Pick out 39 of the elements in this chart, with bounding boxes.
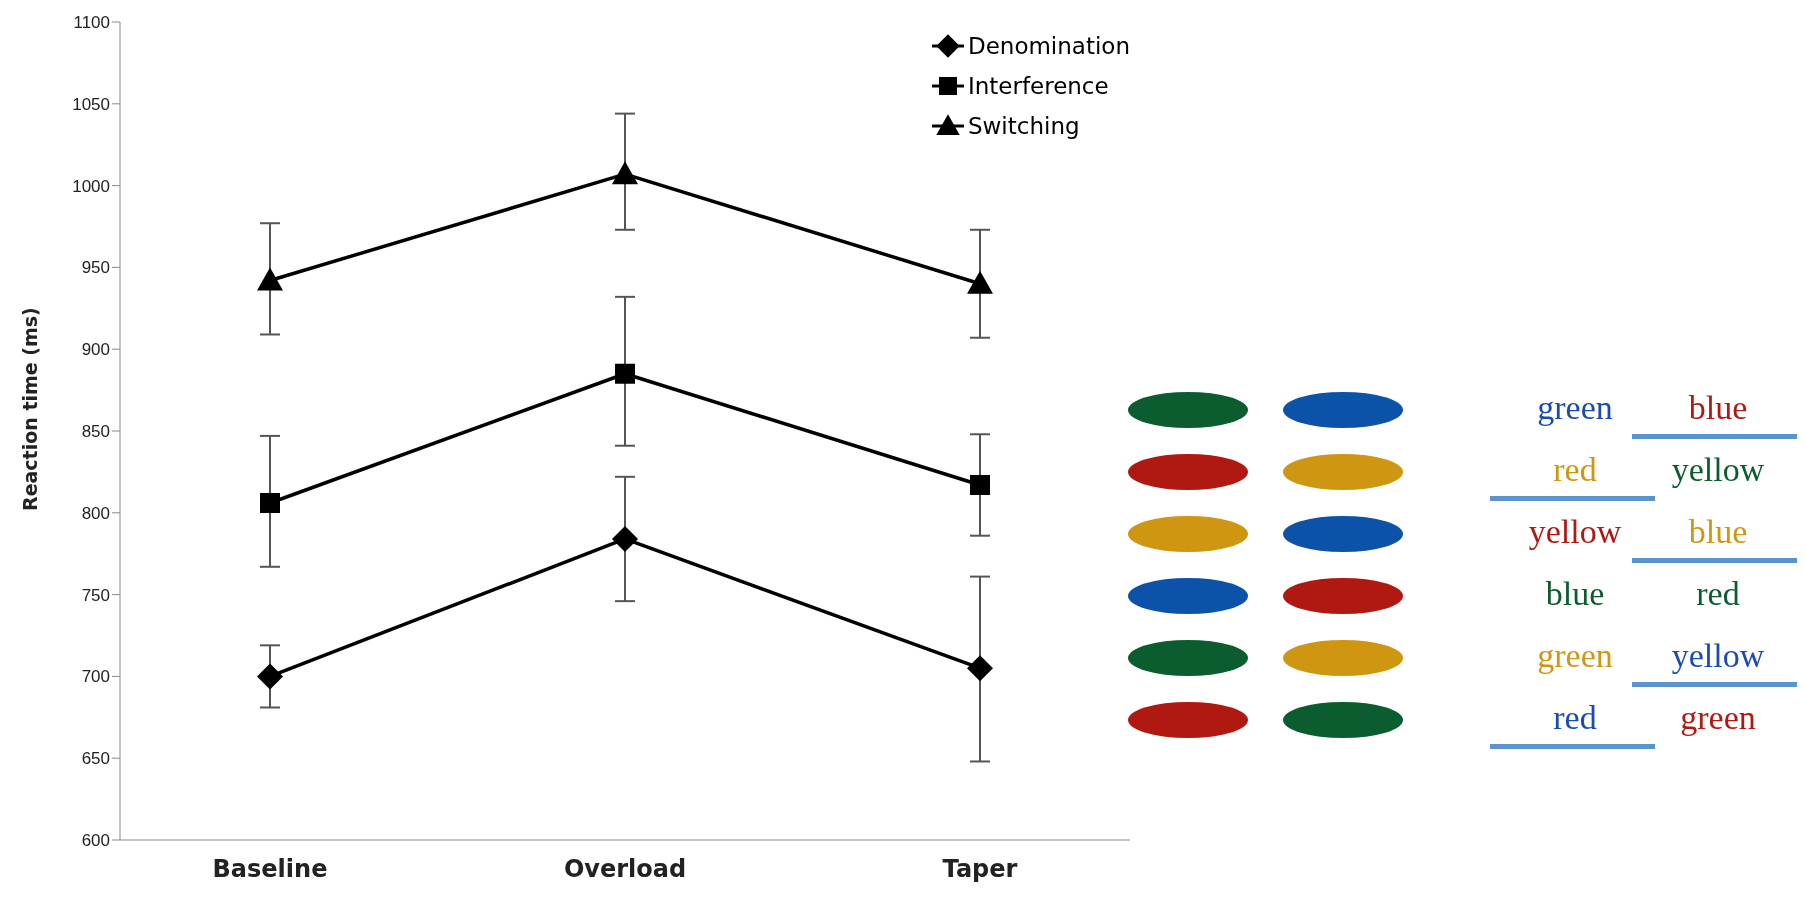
x-tick-label: Overload (563, 855, 687, 884)
legend-label: Denomination (967, 32, 1130, 61)
y-tick-label: 950 (81, 258, 110, 278)
text: yellow (1527, 512, 1623, 552)
y-axis-title: Reaction time (ms) (18, 307, 41, 511)
y-tick-label: 750 (81, 585, 110, 605)
x-tick-label: Taper (942, 855, 1018, 884)
y-tick-label: 1050 (72, 94, 110, 114)
x-tick-label: Baseline (212, 855, 328, 884)
text: yellow (1670, 450, 1766, 490)
text: blue (1687, 388, 1749, 428)
text: blue (1544, 574, 1606, 614)
y-tick-label: 900 (81, 340, 110, 360)
text: yellow (1670, 636, 1766, 676)
y-tick-label: 1100 (73, 13, 110, 33)
text: red (1552, 450, 1598, 490)
point (260, 492, 280, 513)
text: blue (1687, 512, 1749, 552)
y-tick-label: 700 (81, 667, 110, 687)
text: green (1536, 636, 1614, 676)
point (257, 663, 283, 690)
y-tick-label: 850 (81, 422, 110, 442)
text: red (1552, 698, 1598, 738)
text: red (1695, 574, 1741, 614)
y-tick-label: 600 (81, 831, 110, 851)
point (612, 161, 638, 185)
text: green (1536, 388, 1614, 428)
y-tick-label: 1000 (72, 176, 110, 196)
point (257, 267, 283, 291)
y-tick-label: 650 (81, 749, 110, 769)
y-tick-label: 800 (81, 503, 110, 523)
point (612, 525, 638, 552)
legend-label: Interference (967, 72, 1109, 101)
point (970, 474, 990, 495)
point (615, 363, 635, 384)
point (967, 655, 993, 682)
point (967, 270, 993, 294)
text: green (1679, 698, 1757, 738)
legend-label: Switching (967, 112, 1080, 141)
